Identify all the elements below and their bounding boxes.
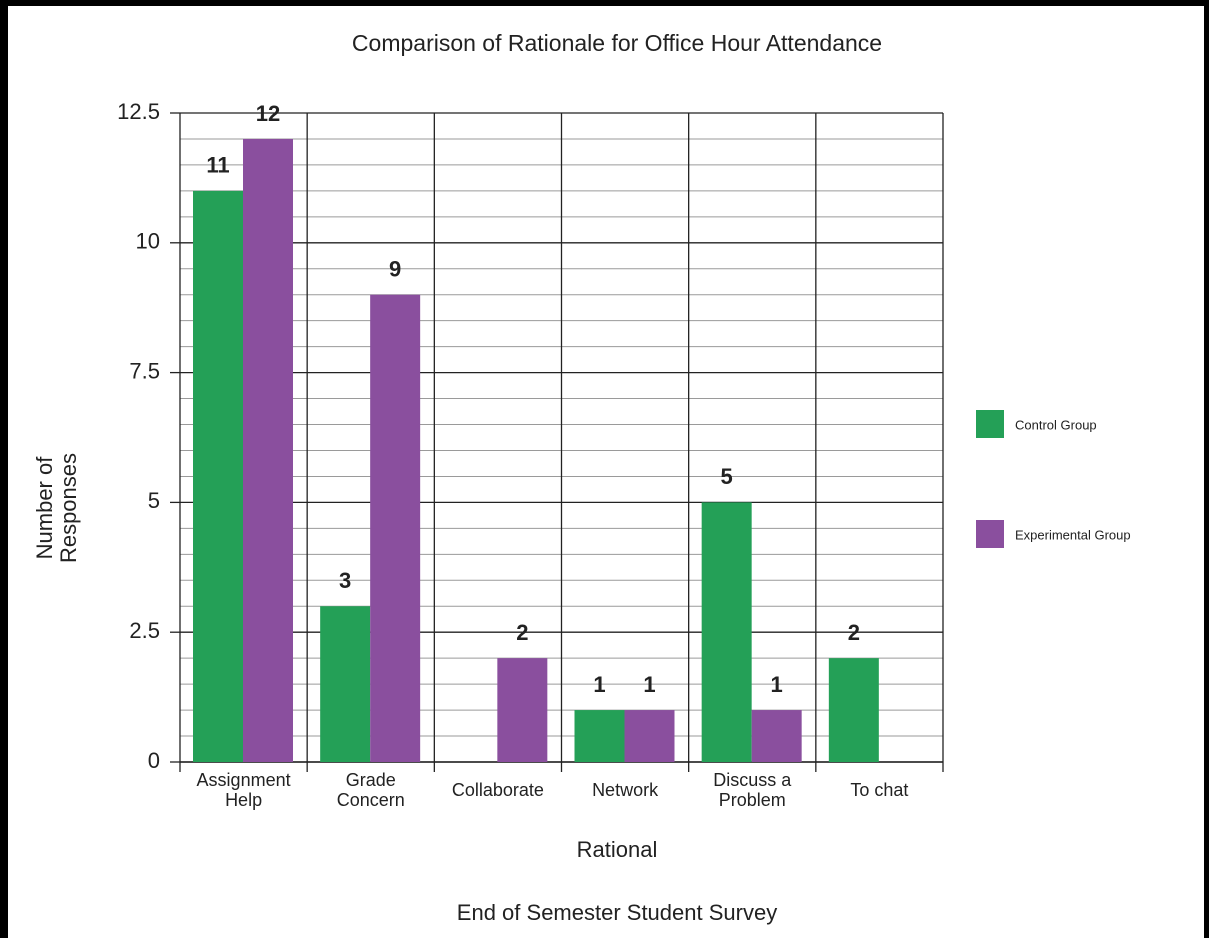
chart-title: Comparison of Rationale for Office Hour … — [352, 30, 882, 56]
x-axis-label: Rational — [577, 837, 658, 862]
data-label: 2 — [848, 620, 860, 645]
bar — [243, 138, 293, 762]
frame-left — [0, 0, 8, 938]
bar — [193, 190, 243, 762]
bar — [574, 710, 625, 762]
bar — [828, 658, 879, 762]
legend-swatch — [976, 520, 1004, 548]
data-label: 11 — [206, 153, 229, 178]
bar — [624, 710, 675, 762]
frame-top — [0, 0, 1209, 6]
bar — [320, 606, 371, 762]
frame-right — [1204, 0, 1209, 938]
data-label: 3 — [339, 568, 351, 593]
x-tick-label: Assignment Help — [197, 770, 291, 810]
y-tick-label: 2.5 — [129, 618, 160, 643]
data-label: 1 — [593, 672, 605, 697]
x-tick-label: To chat — [850, 780, 908, 800]
y-tick-label: 12.5 — [117, 99, 160, 124]
bar — [701, 502, 752, 762]
legend-label: Control Group — [1015, 417, 1097, 432]
bar — [370, 294, 421, 762]
x-tick-label: Network — [592, 780, 659, 800]
bar — [751, 710, 802, 762]
data-label: 1 — [771, 672, 783, 697]
x-tick-label: Discuss a Problem — [713, 770, 792, 810]
legend-swatch — [976, 410, 1004, 438]
data-label: 12 — [256, 101, 280, 126]
data-label: 2 — [516, 620, 528, 645]
x-tick-label: Grade Concern — [337, 770, 405, 810]
legend-label: Experimental Group — [1015, 527, 1131, 542]
data-label: 1 — [643, 672, 655, 697]
y-tick-label: 0 — [148, 748, 160, 773]
y-tick-label: 7.5 — [129, 358, 160, 383]
y-axis-label: Number ofResponses — [32, 453, 81, 563]
y-tick-label: 5 — [148, 488, 160, 513]
bar — [497, 658, 548, 762]
data-label: 9 — [389, 257, 401, 282]
y-tick-label: 10 — [136, 229, 160, 254]
chart-subtitle: End of Semester Student Survey — [457, 900, 777, 925]
data-label: 5 — [721, 464, 733, 489]
x-tick-label: Collaborate — [452, 780, 544, 800]
